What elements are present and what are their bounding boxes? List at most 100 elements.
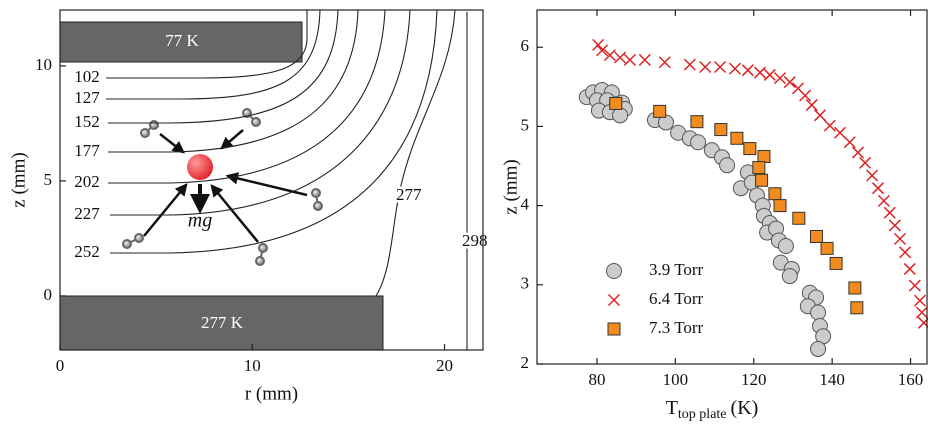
marker — [773, 199, 787, 213]
x-tick-label: 100 — [663, 370, 689, 389]
contour-label: 102 — [74, 67, 100, 86]
marker — [728, 62, 741, 75]
plate-label: 277 K — [201, 313, 244, 332]
x-tick-label: 160 — [898, 370, 924, 389]
marker — [781, 268, 798, 285]
marker — [683, 58, 696, 71]
y-tick-label: 0 — [44, 285, 53, 304]
marker — [883, 206, 896, 219]
marker — [866, 169, 879, 182]
x-axis-label-subscript: top plate — [678, 407, 727, 422]
plot-frame — [59, 9, 484, 351]
contour-label: 152 — [74, 112, 100, 131]
marker — [851, 146, 865, 159]
marker — [799, 89, 812, 102]
contour-line — [108, 9, 386, 184]
marker — [592, 38, 605, 51]
marker — [792, 211, 806, 225]
legend-label: 3.9 Torr — [649, 260, 704, 279]
x-axis-label-unit: (K) — [731, 397, 759, 419]
contour-label: 298 — [462, 231, 488, 250]
marker — [820, 241, 834, 255]
legend-marker — [607, 322, 621, 336]
contour-panel: 77 K 277 K mg — [59, 21, 384, 351]
x-axis-label-main: T — [666, 397, 678, 419]
marker — [714, 123, 728, 137]
y-tick-label: 10 — [35, 55, 52, 74]
marker — [714, 60, 727, 74]
plot-frame — [536, 9, 928, 365]
marker — [810, 340, 827, 357]
contour-line — [110, 9, 438, 254]
marker — [777, 238, 794, 254]
marker — [768, 187, 782, 201]
marker — [596, 44, 609, 57]
contour-line — [106, 10, 308, 79]
marker — [690, 134, 707, 151]
particle — [187, 154, 213, 180]
x-tick-label: 0 — [56, 356, 65, 375]
y-axis-label: z (mm) — [500, 159, 521, 214]
marker — [850, 301, 864, 315]
x-tick-label: 80 — [588, 370, 605, 389]
marker — [823, 119, 836, 132]
top-plate — [59, 21, 303, 63]
x-axis-label: Ttop plate (K) — [666, 397, 759, 423]
marker — [699, 60, 712, 74]
y-tick-label: 5 — [44, 170, 53, 189]
y-axis-label: z (mm) — [8, 152, 29, 207]
marker — [752, 161, 766, 175]
plate-label: 77 K — [165, 31, 199, 50]
marker — [638, 53, 651, 66]
bottom-plate — [59, 295, 384, 351]
legend-label: 7.3 Torr — [649, 318, 704, 337]
marker — [743, 142, 757, 156]
marker — [753, 66, 767, 79]
marker — [783, 76, 796, 89]
marker — [843, 136, 856, 149]
contour-label: 127 — [74, 88, 100, 107]
marker — [833, 126, 847, 139]
marker — [730, 131, 744, 145]
contour-line — [110, 9, 411, 216]
marker — [899, 246, 912, 259]
contour-label: 177 — [74, 141, 100, 160]
x-tick-label: 120 — [741, 370, 767, 389]
marker — [653, 104, 667, 118]
x-axis-label: r (mm) — [245, 383, 298, 404]
contour-label: 227 — [74, 204, 100, 223]
contour-line — [108, 9, 359, 153]
y-tick-label: 5 — [521, 115, 530, 134]
x-tick-label: 20 — [436, 356, 453, 375]
marker — [893, 232, 906, 245]
marker — [888, 219, 901, 232]
marker — [755, 173, 769, 187]
marker — [809, 229, 823, 243]
y-tick-label: 6 — [521, 36, 530, 55]
contour-line — [106, 9, 321, 100]
legend-marker — [606, 263, 622, 279]
legend-marker — [607, 293, 621, 307]
marker — [719, 157, 736, 174]
y-tick-label: 4 — [521, 195, 530, 214]
marker — [805, 99, 818, 112]
gravity-label: mg — [188, 210, 212, 232]
x-tick-label: 140 — [819, 370, 845, 389]
marker — [623, 53, 636, 66]
marker — [614, 51, 627, 64]
marker — [913, 294, 926, 307]
molecules — [122, 108, 323, 266]
marker — [773, 72, 787, 85]
marker — [690, 115, 704, 129]
marker — [658, 56, 671, 69]
marker — [813, 109, 827, 122]
marker — [810, 304, 827, 321]
arrows — [143, 129, 308, 243]
marker — [871, 182, 885, 195]
marker — [603, 49, 616, 62]
y-tick-label: 2 — [521, 353, 530, 372]
marker — [612, 107, 629, 124]
marker — [859, 156, 872, 169]
marker — [915, 306, 928, 319]
